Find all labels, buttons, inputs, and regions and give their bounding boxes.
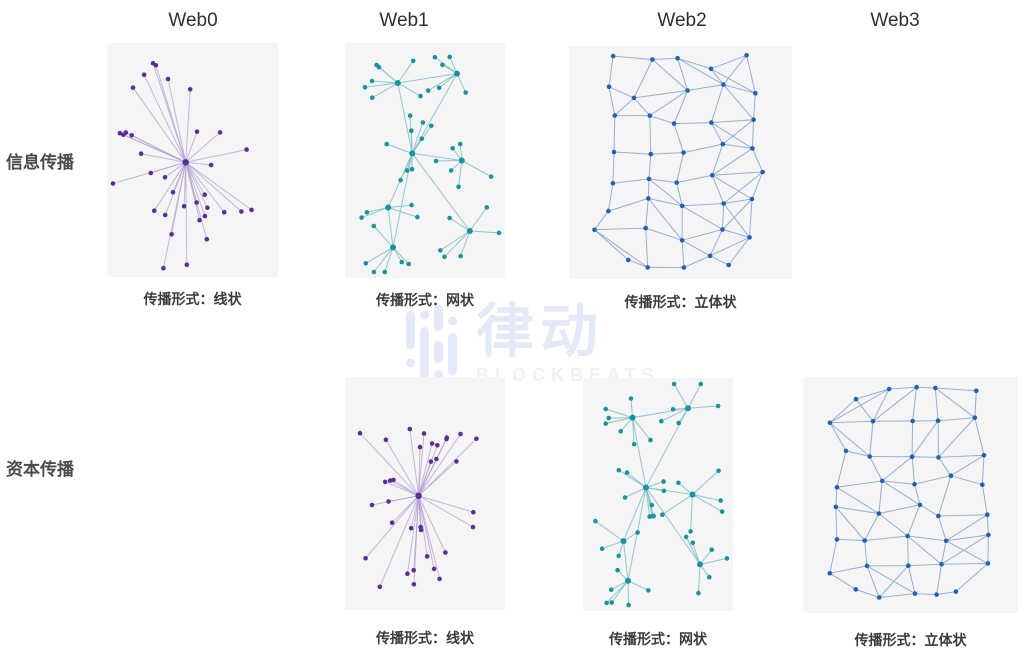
graph-panel-capital-web2	[583, 378, 733, 611]
column-header-web3: Web3	[870, 10, 920, 31]
caption-info-web1: 传播形式：网状	[376, 292, 474, 308]
row-label-capital-spread: 资本传播	[6, 460, 74, 479]
column-header-web1: Web1	[379, 10, 429, 31]
caption-info-web0: 传播形式：线状	[143, 291, 242, 307]
column-header-web2: Web2	[657, 10, 707, 31]
star-network-graph	[110, 60, 254, 271]
caption-capital-web1: 传播形式：线状	[376, 630, 474, 646]
solid-mesh-network-graph	[827, 384, 991, 600]
mesh-cluster-network-graph	[359, 54, 502, 275]
column-header-web0: Web0	[168, 10, 218, 31]
row-label-information-spread: 信息传播	[6, 153, 74, 172]
graph-panel-info-web0	[107, 43, 278, 277]
star-network-graph	[357, 426, 479, 590]
caption-capital-web2: 传播形式：网状	[609, 631, 707, 647]
graph-panel-capital-web3	[803, 377, 1018, 613]
graph-panel-capital-web1	[345, 377, 505, 610]
graph-panel-info-web2	[569, 46, 792, 279]
graph-panel-info-web1	[345, 43, 505, 278]
solid-mesh-network-graph	[592, 53, 765, 270]
mesh-cluster-network-graph	[593, 381, 730, 608]
caption-capital-web3: 传播形式：立体状	[854, 632, 967, 648]
caption-info-web2: 传播形式：立体状	[624, 294, 737, 310]
